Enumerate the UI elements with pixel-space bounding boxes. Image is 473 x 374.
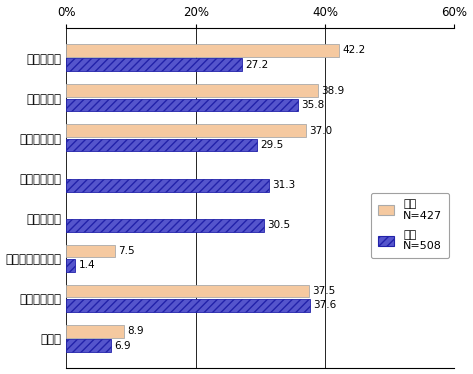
Bar <box>66 84 318 97</box>
Text: 38.9: 38.9 <box>321 86 344 95</box>
Bar <box>66 44 339 57</box>
Text: 42.2: 42.2 <box>342 46 366 55</box>
Bar <box>66 219 263 232</box>
Bar <box>66 139 257 151</box>
Text: 30.5: 30.5 <box>267 220 290 230</box>
Text: 27.2: 27.2 <box>245 60 269 70</box>
Bar <box>66 245 115 257</box>
Bar <box>66 339 111 352</box>
Text: 7.5: 7.5 <box>118 246 135 256</box>
Bar <box>66 124 306 137</box>
Text: 35.8: 35.8 <box>301 100 324 110</box>
Bar <box>66 299 310 312</box>
Text: 29.5: 29.5 <box>261 140 284 150</box>
Text: 6.9: 6.9 <box>114 341 131 350</box>
Text: 1.4: 1.4 <box>79 260 96 270</box>
Text: 8.9: 8.9 <box>127 326 144 336</box>
Bar <box>66 325 124 338</box>
Bar <box>66 58 242 71</box>
Text: 37.6: 37.6 <box>313 300 336 310</box>
Bar <box>66 179 269 191</box>
Text: 31.3: 31.3 <box>272 180 295 190</box>
Bar <box>66 259 76 272</box>
Bar <box>66 285 309 297</box>
Text: 37.0: 37.0 <box>309 126 332 136</box>
Legend: 男性
N=427, 女性
N=508: 男性 N=427, 女性 N=508 <box>371 193 449 258</box>
Bar <box>66 99 298 111</box>
Text: 37.5: 37.5 <box>312 286 335 296</box>
